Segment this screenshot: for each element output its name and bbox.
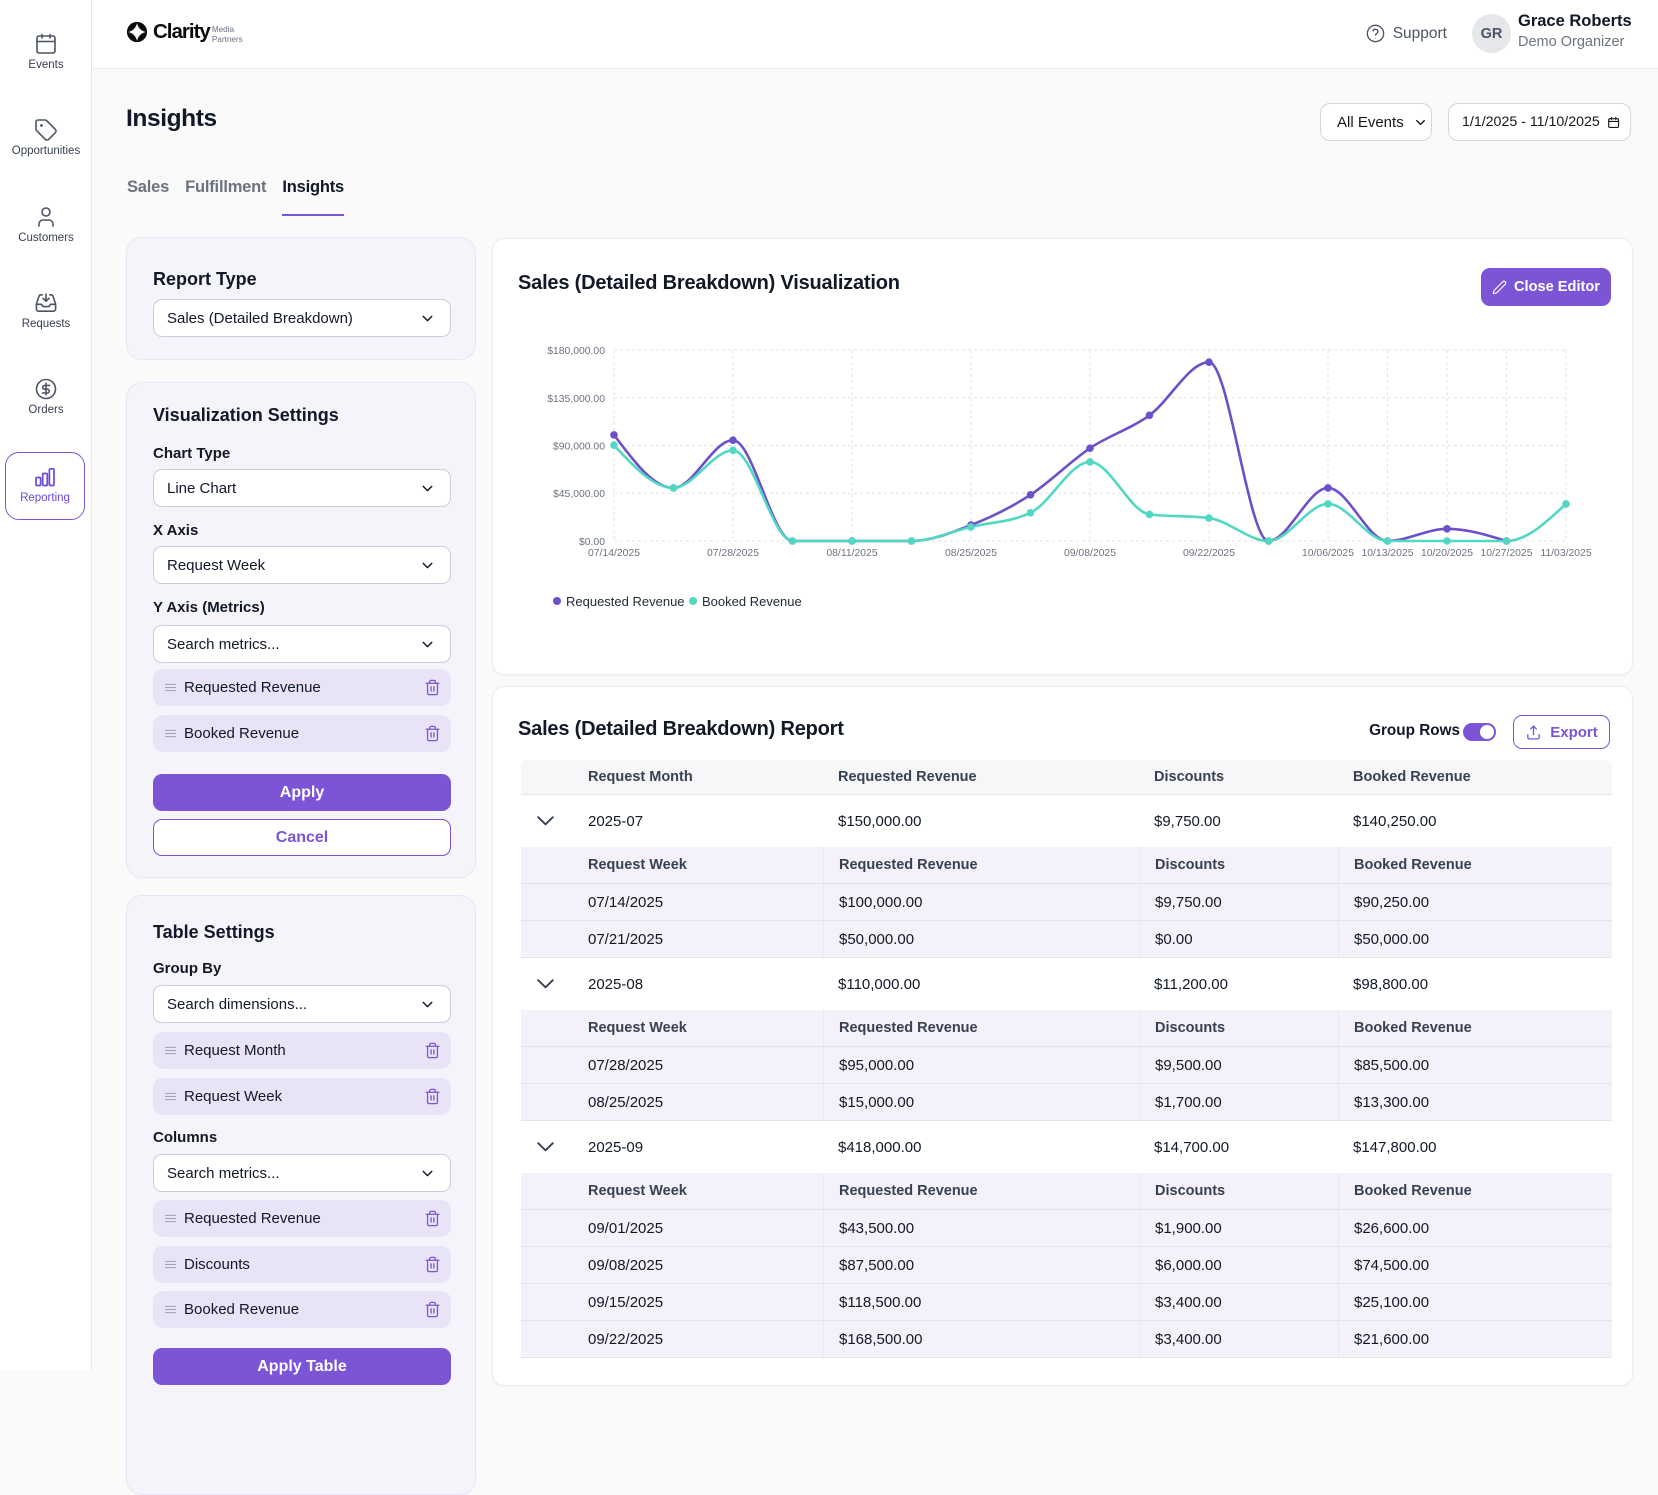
svg-text:10/20/2025: 10/20/2025 (1421, 548, 1473, 559)
svg-text:09/08/2025: 09/08/2025 (1064, 548, 1116, 559)
svg-text:Booked Revenue: Booked Revenue (702, 594, 802, 609)
svg-text:Requested Revenue: Requested Revenue (566, 594, 685, 609)
svg-text:$180,000.00: $180,000.00 (547, 346, 605, 357)
svg-text:07/14/2025: 07/14/2025 (588, 548, 640, 559)
svg-text:08/11/2025: 08/11/2025 (826, 548, 877, 559)
svg-text:07/28/2025: 07/28/2025 (707, 548, 759, 559)
svg-text:11/03/2025: 11/03/2025 (1540, 548, 1591, 559)
svg-text:10/13/2025: 10/13/2025 (1361, 548, 1413, 559)
svg-text:$0.00: $0.00 (579, 537, 605, 548)
svg-text:$45,000.00: $45,000.00 (553, 489, 605, 500)
svg-text:$90,000.00: $90,000.00 (553, 442, 605, 453)
svg-text:10/06/2025: 10/06/2025 (1302, 548, 1354, 559)
svg-text:$135,000.00: $135,000.00 (547, 394, 605, 405)
svg-text:10/27/2025: 10/27/2025 (1480, 548, 1532, 559)
svg-text:09/22/2025: 09/22/2025 (1183, 548, 1235, 559)
svg-text:08/25/2025: 08/25/2025 (945, 548, 997, 559)
